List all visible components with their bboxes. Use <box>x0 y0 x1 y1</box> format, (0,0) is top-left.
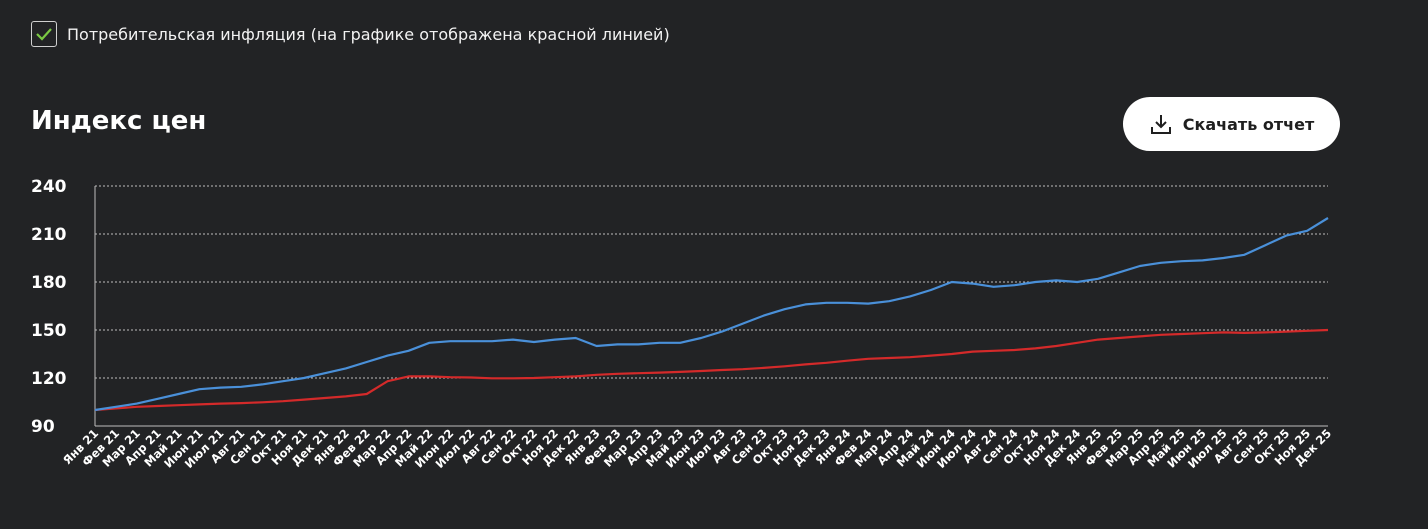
download-icon <box>1149 112 1173 136</box>
y-tick-label: 210 <box>31 225 67 245</box>
y-tick-label: 90 <box>31 417 55 437</box>
y-tick-label: 240 <box>31 177 67 197</box>
inflation-checkbox-label: Потребительская инфляция (на графике ото… <box>67 24 670 44</box>
inflation-checkbox[interactable] <box>31 21 57 47</box>
price-index-line <box>94 217 1329 412</box>
inflation-line <box>94 328 1329 412</box>
y-tick-label: 180 <box>31 273 67 293</box>
download-report-label: Скачать отчет <box>1182 114 1315 134</box>
inflation-toggle[interactable]: Потребительская инфляция (на графике ото… <box>31 21 670 47</box>
y-tick-label: 120 <box>31 369 67 389</box>
y-tick-label: 150 <box>31 321 67 341</box>
download-report-button[interactable]: Скачать отчет <box>1123 97 1340 151</box>
chart-title: Индекс цен <box>31 106 207 136</box>
check-icon <box>36 28 52 41</box>
